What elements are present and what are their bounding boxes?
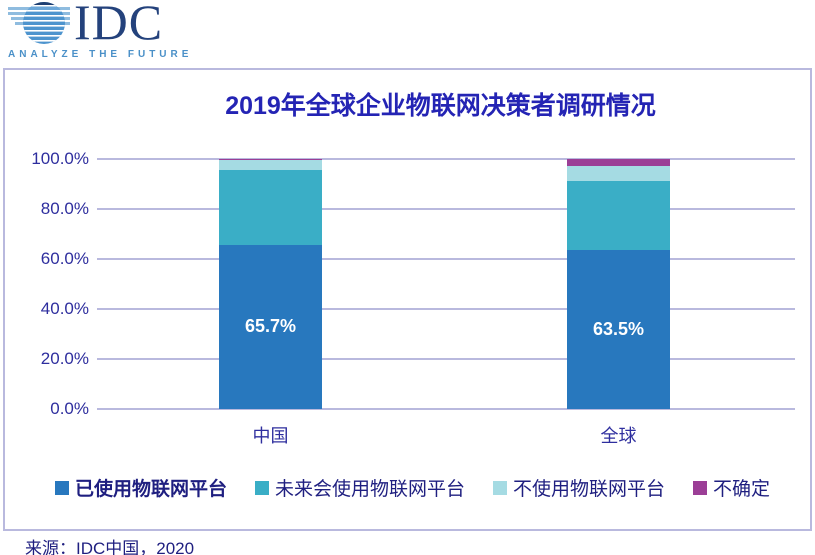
chart-title: 2019年全球企业物联网决策者调研情况 [225,92,656,120]
x-axis-label: 中国 [252,426,289,446]
idc-logo-row: IDC [8,0,192,50]
legend-item: 不确定 [693,474,770,501]
bar-data-label: 63.5% [592,319,645,340]
y-tick-label: 60.0% [40,249,89,268]
stacked-bar-china: 65.7% [219,159,322,409]
bar-segment [567,159,670,166]
y-tick-label: 100.0% [31,149,89,168]
gridline [97,358,795,360]
source-note: 来源：IDC中国，2020 [25,539,195,555]
legend-swatch-icon [255,480,270,495]
legend-item: 已使用物联网平台 [55,474,227,501]
bar-segment: 63.5% [567,250,670,409]
gridline [97,408,795,410]
bar-data-label: 65.7% [244,316,297,337]
bar-segment [567,166,670,181]
chart-frame: 2019年全球企业物联网决策者调研情况 65.7% 63.5% 0.0% 20.0%… [3,68,812,531]
bar-segment [219,159,322,160]
bar-segment [567,180,670,251]
legend: 已使用物联网平台 未来会使用物联网平台 不使用物联网平台 不确定 [55,474,770,501]
idc-tagline: ANALYZE THE FUTURE [8,49,193,60]
idc-globe-icon [8,2,70,44]
bar-segment: 65.7% [219,244,322,409]
legend-swatch-icon [493,480,508,495]
gridline [97,208,795,210]
legend-swatch-icon [693,480,708,495]
gridline [97,258,795,260]
gridline [97,158,795,160]
legend-label: 不使用物联网平台 [513,479,666,500]
bar-segment [219,170,322,245]
legend-label: 已使用物联网平台 [75,479,228,500]
legend-label: 不确定 [713,479,771,500]
idc-logo: IDC ANALYZE THE FUTURE [8,0,192,60]
legend-item: 不使用物联网平台 [493,474,665,501]
gridline [97,308,795,310]
y-tick-label: 0.0% [50,399,89,418]
bar-segment [219,160,322,170]
stacked-bar-global: 63.5% [567,159,670,409]
x-axis-label: 全球 [600,426,637,446]
idc-logo-text: IDC [74,0,164,50]
legend-label: 未来会使用物联网平台 [275,479,466,500]
y-tick-label: 20.0% [40,349,89,368]
plot-area: 65.7% 63.5% [97,158,795,410]
legend-swatch-icon [55,480,69,495]
y-tick-label: 80.0% [40,199,89,218]
legend-item: 未来会使用物联网平台 [255,474,465,501]
y-tick-label: 40.0% [40,299,89,318]
